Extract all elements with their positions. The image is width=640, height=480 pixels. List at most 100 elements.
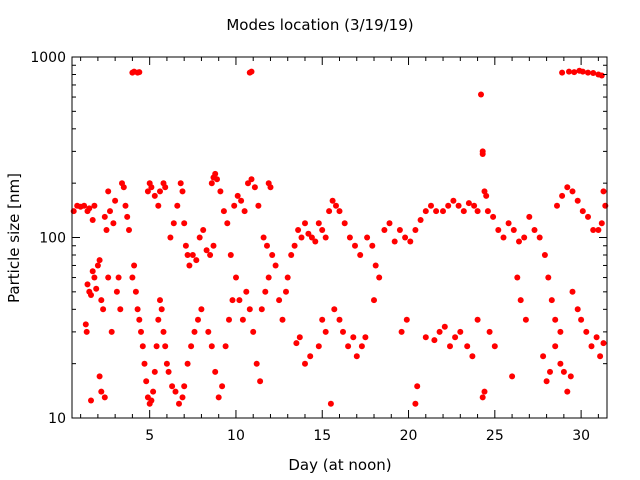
data-point	[212, 368, 219, 375]
data-point	[322, 234, 329, 241]
data-point	[107, 208, 113, 215]
data-point	[522, 316, 529, 323]
data-point	[531, 227, 538, 233]
data-point	[241, 208, 248, 215]
data-point	[132, 288, 139, 295]
data-point	[447, 343, 453, 350]
data-point	[521, 234, 528, 241]
data-point	[193, 257, 200, 264]
data-point	[101, 213, 108, 220]
data-point	[319, 227, 326, 233]
data-point	[474, 208, 481, 215]
data-point	[155, 202, 162, 209]
data-point	[138, 328, 144, 335]
data-point	[163, 360, 170, 367]
data-point	[279, 316, 286, 323]
data-point	[574, 306, 581, 313]
data-point	[170, 220, 177, 227]
data-point	[478, 91, 484, 98]
data-point	[559, 192, 566, 199]
data-point	[200, 227, 207, 233]
data-point	[134, 306, 141, 313]
data-point	[505, 220, 512, 227]
data-point	[98, 388, 105, 395]
data-point	[222, 343, 229, 350]
data-point	[120, 184, 127, 191]
data-point	[291, 242, 298, 249]
data-point	[251, 184, 258, 191]
data-point	[402, 234, 409, 241]
data-point	[157, 188, 163, 195]
data-point	[288, 252, 295, 258]
data-point	[569, 188, 576, 195]
data-point	[465, 200, 472, 207]
data-point	[258, 306, 265, 313]
data-point	[307, 353, 314, 360]
data-point	[198, 306, 205, 313]
data-point	[326, 208, 333, 215]
data-point	[585, 69, 591, 76]
data-point	[215, 394, 222, 401]
data-point	[376, 274, 383, 281]
data-point	[483, 192, 490, 199]
chart-title: Modes location (3/19/19)	[226, 16, 414, 34]
data-point	[559, 69, 566, 76]
data-point	[293, 340, 300, 347]
data-point	[84, 281, 91, 288]
data-point	[583, 328, 590, 335]
data-point	[526, 213, 533, 220]
data-point	[600, 188, 607, 195]
data-point	[151, 192, 158, 199]
data-point	[414, 383, 421, 390]
data-point	[264, 242, 270, 249]
data-point	[541, 252, 548, 258]
data-point	[181, 383, 188, 390]
data-point	[567, 373, 574, 380]
data-point	[333, 202, 339, 209]
data-point	[346, 234, 353, 241]
data-point	[158, 306, 165, 313]
data-point	[554, 202, 560, 209]
data-point	[552, 343, 559, 350]
x-tick-label: 30	[572, 428, 590, 444]
data-point	[597, 353, 604, 360]
data-point	[517, 297, 524, 304]
data-point	[422, 334, 429, 341]
data-point	[96, 373, 103, 380]
data-point	[162, 343, 169, 350]
data-point	[103, 227, 110, 233]
data-point	[227, 252, 234, 258]
data-point	[283, 288, 289, 295]
data-point	[189, 252, 196, 258]
data-point	[441, 323, 448, 330]
data-point	[155, 316, 162, 323]
data-point	[398, 328, 405, 335]
data-point	[585, 213, 591, 220]
data-point	[260, 234, 267, 241]
data-point	[184, 360, 191, 367]
data-point	[574, 197, 581, 204]
data-point	[257, 378, 264, 385]
data-point	[239, 316, 246, 323]
data-point	[88, 292, 94, 298]
data-point	[212, 170, 219, 177]
data-point	[112, 197, 119, 204]
data-point	[578, 316, 585, 323]
data-point	[396, 227, 403, 233]
data-point	[302, 360, 308, 367]
data-point	[186, 262, 193, 269]
data-point	[122, 202, 129, 209]
data-point	[391, 238, 398, 245]
data-point	[319, 316, 326, 323]
x-tick-label: 25	[486, 428, 504, 444]
data-point	[276, 297, 283, 304]
data-point	[571, 69, 578, 76]
data-point	[295, 227, 302, 233]
data-point	[98, 297, 105, 304]
data-point	[364, 234, 371, 241]
data-point	[124, 213, 131, 220]
data-point	[450, 197, 457, 204]
data-point	[88, 397, 94, 404]
data-point	[417, 217, 424, 223]
